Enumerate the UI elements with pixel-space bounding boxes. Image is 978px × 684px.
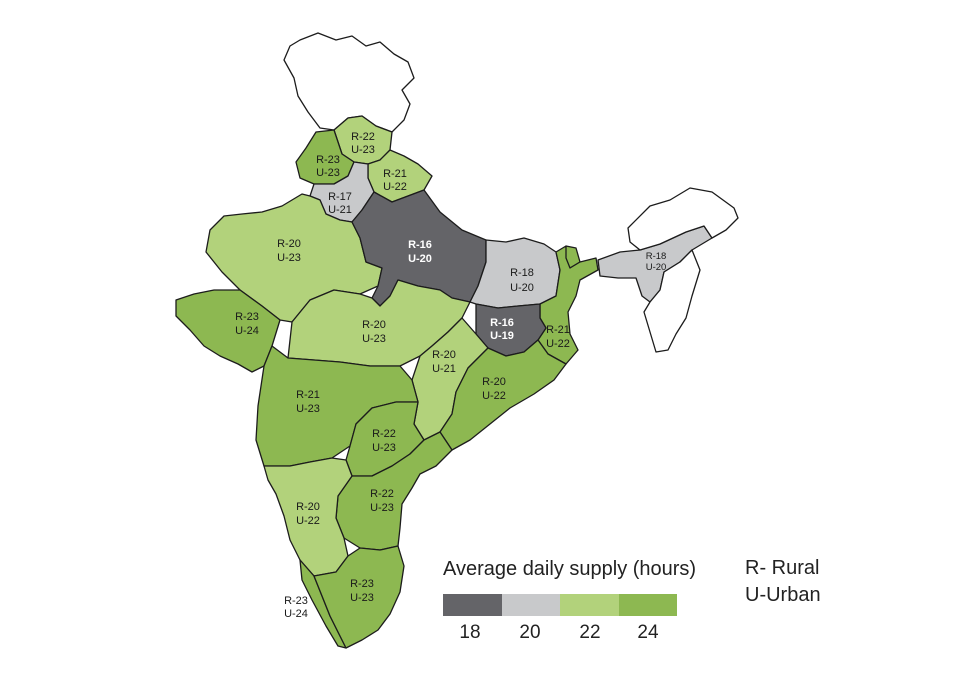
label-odisha: R-20 U-22 [482,376,506,402]
label-andhra-pradesh: R-22 U-23 [370,488,394,514]
legend-swatch-18 [443,594,502,616]
region-karnataka [263,457,353,577]
label-haryana: R-17 U-21 [328,191,352,216]
label-uttarakhand: R-21 U-22 [383,168,407,193]
region-tamil-nadu [313,545,405,649]
region-odisha [439,339,567,451]
legend-color-bar [443,594,677,616]
legend-title: Average daily supply (hours) [443,558,697,580]
key-urban: U-Urban [745,584,821,606]
key-rural: R- Rural [745,557,820,579]
label-punjab: R-23 U-23 [316,154,340,179]
label-jharkhand: R-16 U-19 [490,317,514,342]
label-west-bengal: R-21 U-22 [546,324,570,350]
label-madhya-pradesh: R-20 U-23 [362,319,386,345]
label-telangana: R-22 U-23 [372,428,396,454]
legend-tick-18: 18 [459,622,481,643]
region-labels: R-22 U-23 R-23 U-23 R-21 U-22 R-17 U-21 R-20… [235,131,666,620]
label-tamil-nadu: R-23 U-23 [350,578,374,604]
legend-swatch-22 [560,594,619,616]
label-karnataka: R-20 U-22 [296,501,320,527]
legend-tick-22: 22 [579,622,601,643]
legend-tick-20: 20 [519,622,541,643]
region-nagaland-manipur-mizoram [643,249,701,353]
label-bihar: R-18 U-20 [510,267,534,294]
label-assam: R-18 U-20 [646,251,667,273]
legend-swatch-20 [501,594,560,616]
label-uttar-pradesh: R-16 U-20 [408,239,432,265]
legend-swatch-24 [618,594,677,616]
label-kerala: R-23 U-24 [284,595,308,620]
region-jammu-kashmir [283,32,415,133]
label-chhattisgarh: R-20 U-21 [432,349,456,375]
label-gujarat: R-23 U-24 [235,311,259,337]
region-arunachal [627,187,739,251]
label-rajasthan: R-20 U-23 [277,238,301,264]
legend-tick-24: 24 [637,622,659,643]
label-maharashtra: R-21 U-23 [296,389,320,415]
label-himachal: R-22 U-23 [351,131,375,156]
